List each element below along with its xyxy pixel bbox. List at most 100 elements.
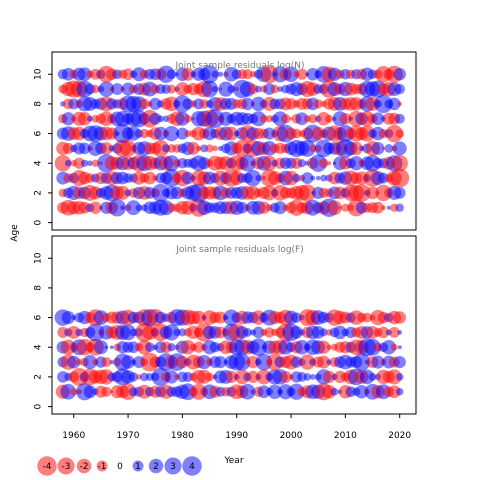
- residual-bubble: [128, 372, 139, 382]
- residual-bubble: [393, 187, 406, 199]
- residual-bubble: [273, 201, 287, 215]
- residual-bubble: [233, 353, 251, 371]
- residual-bubble: [349, 141, 363, 156]
- residual-bubble: [303, 373, 312, 381]
- residual-bubble: [390, 343, 398, 351]
- residual-bubble: [109, 359, 114, 365]
- residual-bubble: [205, 372, 214, 382]
- residual-bubble: [149, 112, 162, 125]
- residual-bubble: [111, 83, 124, 96]
- residual-bubble: [214, 355, 227, 369]
- residual-bubble: [330, 387, 339, 396]
- residual-bubble: [393, 311, 406, 324]
- residual-bubble: [157, 115, 165, 123]
- legend-label: 1: [135, 462, 141, 472]
- y-tick-label: 0: [34, 219, 44, 225]
- residual-bubble: [98, 81, 115, 97]
- residual-bubble: [294, 339, 310, 355]
- legend-label: 0: [117, 462, 123, 472]
- residual-bubble: [386, 205, 391, 210]
- residual-bubble: [201, 80, 218, 98]
- residual-bubble: [386, 369, 402, 385]
- y-axis-log-f: 0 2 4 6 8 10: [34, 252, 52, 409]
- residual-bubble: [388, 97, 401, 111]
- residual-bubble: [80, 159, 89, 167]
- residual-bubble: [224, 126, 239, 141]
- residual-bubble: [261, 155, 277, 171]
- residual-bubble: [315, 175, 321, 181]
- residual-bubble: [122, 68, 134, 81]
- residual-bubble: [212, 145, 218, 152]
- x-axis-label: Year: [223, 456, 243, 466]
- residual-bubble: [239, 383, 256, 400]
- residual-bubble: [283, 66, 299, 82]
- residual-bubble: [104, 345, 108, 349]
- legend-label: -4: [43, 462, 52, 472]
- legend-bubble: [76, 458, 92, 474]
- residual-bubble: [352, 184, 371, 202]
- residual-bubble: [144, 342, 155, 353]
- residual-bubble: [381, 340, 397, 355]
- residual-bubble: [64, 159, 72, 167]
- residual-bubble: [77, 112, 92, 126]
- residual-bubble: [397, 345, 402, 350]
- residual-bubble: [364, 338, 381, 356]
- residual-bubble: [247, 83, 259, 95]
- residual-bubble: [371, 112, 385, 126]
- y-tick-label: 2: [34, 374, 44, 380]
- residual-bubble: [339, 112, 352, 125]
- residual-bubble: [397, 330, 403, 335]
- legend-bubble: [132, 460, 144, 472]
- residual-bubble: [193, 341, 205, 353]
- x-tick-label: 1980: [171, 431, 194, 441]
- residual-bubble: [61, 112, 75, 126]
- residual-bubble: [263, 127, 276, 140]
- residual-bubble: [115, 185, 130, 200]
- residual-bubble: [296, 68, 308, 80]
- legend-bubble: [164, 457, 182, 475]
- residual-bubble: [149, 97, 162, 111]
- residual-bubble: [309, 374, 316, 380]
- residual-bubble: [249, 338, 268, 357]
- residual-bubble: [120, 205, 126, 211]
- residual-bubble: [261, 185, 277, 201]
- residual-bubble: [371, 141, 385, 155]
- residual-bubble: [320, 174, 328, 182]
- residual-bubble: [246, 370, 260, 384]
- x-tick-label: 1960: [62, 431, 85, 441]
- residual-bubble: [394, 83, 405, 95]
- residual-bubble: [306, 67, 320, 81]
- residual-bubble: [60, 383, 77, 400]
- bubbles-log-n: [54, 65, 410, 218]
- residual-bubble: [392, 141, 407, 156]
- residual-bubble: [126, 200, 141, 216]
- residual-bubble: [175, 111, 190, 126]
- residual-bubble: [265, 115, 273, 123]
- residual-bubble: [255, 175, 262, 182]
- residual-bubble: [256, 369, 272, 385]
- residual-bubble: [205, 144, 214, 153]
- residual-bubble: [225, 370, 238, 384]
- panel-log-f: Joint sample residuals log(F) 0 2 4 6 8 10: [34, 235, 417, 415]
- residual-bubble: [236, 201, 249, 214]
- residual-bubble: [61, 310, 75, 325]
- residual-bubble: [279, 370, 292, 383]
- residual-bubble: [388, 327, 400, 338]
- panel-frame: [51, 235, 417, 415]
- legend-bubble: [148, 458, 164, 474]
- residual-bubble: [241, 97, 254, 111]
- y-tick-label: 6: [34, 130, 44, 136]
- y-tick-label: 8: [34, 101, 44, 107]
- x-tick-label: 2020: [388, 431, 411, 441]
- legend-label: 4: [189, 462, 195, 472]
- residual-bubble: [108, 198, 127, 217]
- residual-bubble: [181, 171, 195, 185]
- residual-bubble: [349, 156, 364, 171]
- residual-bubble: [195, 145, 202, 152]
- residual-bubble: [341, 203, 350, 212]
- residual-bubble: [120, 324, 137, 341]
- residual-bubble: [164, 370, 179, 384]
- residual-bubble: [244, 169, 262, 187]
- residual-bubble: [298, 140, 316, 157]
